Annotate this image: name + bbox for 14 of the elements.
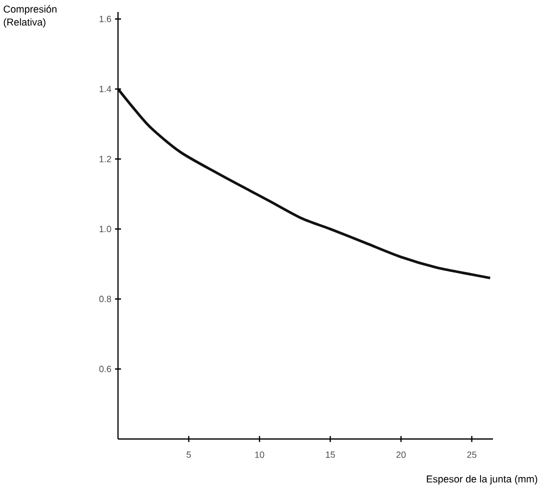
y-tick-label: 1.2: [100, 156, 112, 162]
x-tick-label: 20: [396, 452, 406, 458]
y-tick-label: 1.4: [100, 86, 112, 92]
y-tick-label: 0.6: [99, 366, 112, 372]
x-tick-label: 5: [186, 452, 191, 458]
y-axis-title: Compresión (Relativa): [4, 5, 56, 28]
x-tick-label: 15: [326, 452, 335, 458]
line-series: [116, 88, 492, 280]
y-tick-label: 1.0: [100, 226, 112, 232]
x-tick-label: 25: [467, 452, 476, 458]
x-tick-label: 10: [255, 452, 264, 458]
x-axis-title: Espesor de la junta (mm): [426, 475, 538, 484]
y-tick-label: 1.6: [100, 16, 112, 22]
y-tick-label: 0.8: [99, 296, 112, 302]
